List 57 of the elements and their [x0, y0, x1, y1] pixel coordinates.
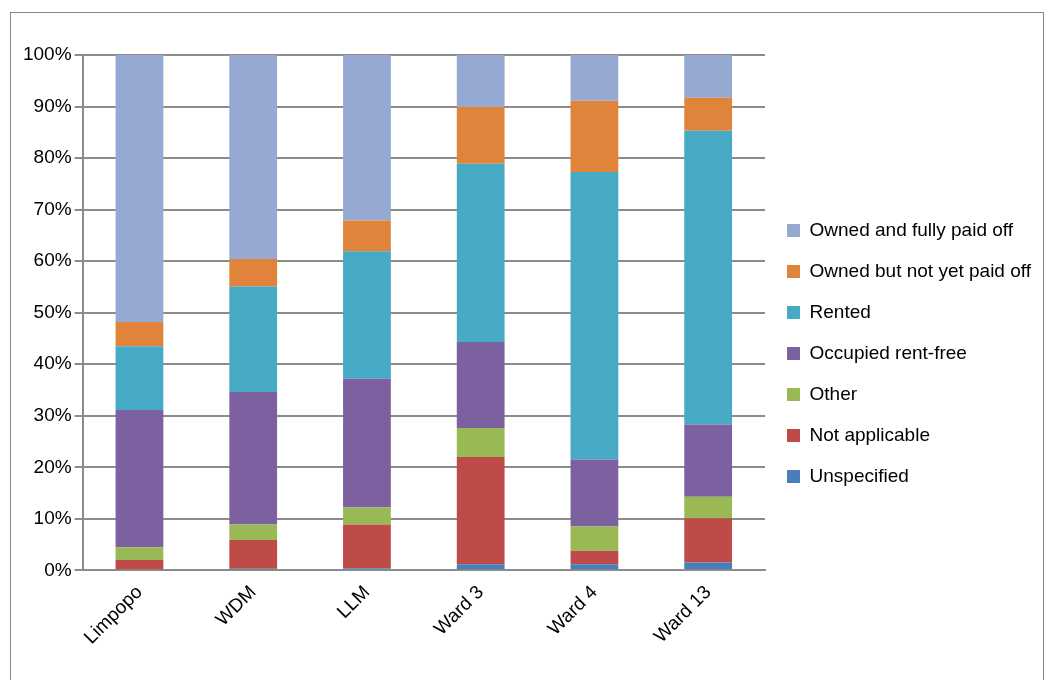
bar — [229, 524, 278, 540]
bar — [456, 564, 505, 570]
y-tick-label: 50% — [33, 300, 72, 322]
legend-label: Rented — [809, 300, 871, 322]
bar — [229, 259, 278, 287]
bar — [456, 342, 505, 429]
y-tick-label: 80% — [33, 146, 72, 168]
bar — [343, 378, 391, 508]
bar — [115, 346, 164, 411]
bar — [115, 547, 164, 561]
y-tick-label: 0% — [44, 558, 72, 580]
bar — [570, 564, 619, 570]
bar — [343, 507, 391, 525]
bar — [684, 130, 733, 425]
legend-label: Owned but not yet paid off — [809, 259, 1032, 281]
bar — [570, 459, 619, 527]
bar — [456, 163, 505, 343]
bar — [570, 526, 619, 551]
bar — [229, 392, 278, 525]
bar — [115, 410, 164, 548]
bar — [343, 55, 391, 221]
legend-label: Owned and fully paid off — [809, 218, 1014, 240]
bar — [343, 524, 391, 569]
bar — [684, 97, 733, 131]
y-tick-label: 100% — [22, 43, 72, 65]
y-tick-label: 70% — [33, 197, 72, 219]
bar — [229, 539, 278, 569]
legend-label: Other — [809, 382, 858, 404]
bar — [115, 55, 164, 322]
bar — [684, 55, 733, 98]
y-tick-label: 40% — [33, 352, 72, 374]
y-tick-label: 90% — [33, 94, 72, 116]
bar — [570, 55, 619, 101]
bar — [229, 55, 278, 260]
bar — [684, 562, 733, 570]
bar — [456, 107, 505, 164]
bar — [229, 286, 278, 393]
bar — [343, 220, 391, 252]
bar — [684, 518, 733, 563]
y-tick-label: 30% — [33, 403, 72, 425]
y-tick-label: 10% — [33, 507, 72, 529]
bar — [570, 171, 619, 460]
bar — [570, 100, 619, 172]
bar — [456, 456, 505, 565]
bar — [570, 550, 619, 565]
bar — [684, 496, 733, 519]
y-tick-label: 20% — [33, 455, 72, 477]
y-tick-label: 60% — [33, 249, 72, 271]
bar — [115, 321, 164, 347]
bar — [456, 428, 505, 457]
bar — [456, 55, 505, 108]
legend-label: Unspecified — [809, 464, 909, 486]
legend-label: Occupied rent-free — [809, 341, 967, 363]
legend-label: Not applicable — [809, 423, 930, 445]
bar — [115, 560, 164, 570]
bar — [343, 251, 391, 379]
bar — [684, 424, 733, 497]
